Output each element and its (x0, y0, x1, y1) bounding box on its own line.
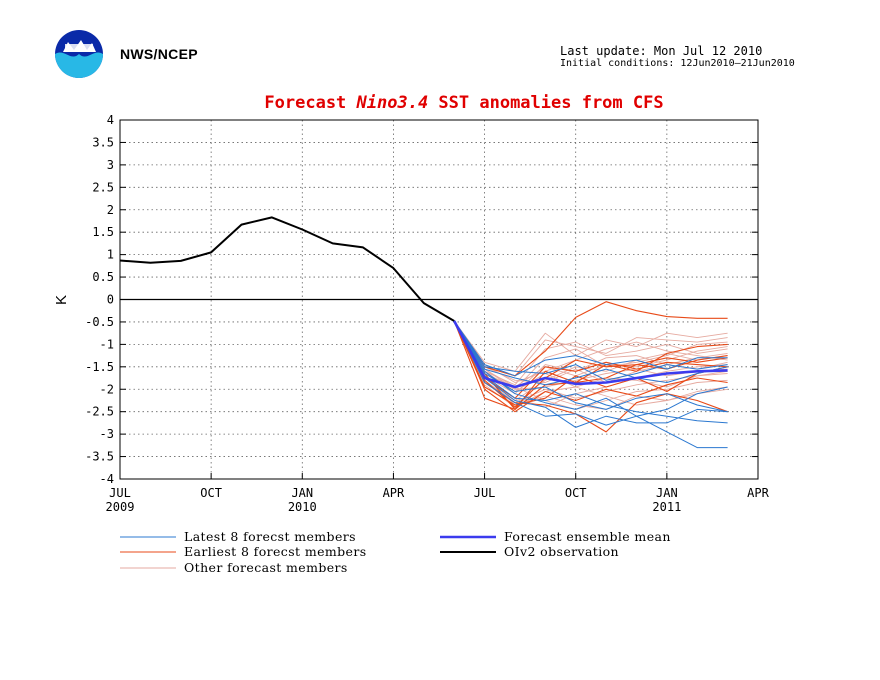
agency-label: NWS/NCEP (120, 46, 198, 62)
latest-members (453, 320, 728, 449)
earliest-member-line (453, 320, 728, 410)
y-tick-label: -2.5 (85, 405, 114, 419)
latest-member-line (453, 320, 728, 386)
x-tick-label: OCT (200, 486, 222, 500)
other-members (453, 320, 728, 410)
other-member-line (453, 320, 728, 388)
x-tick-year: 2010 (288, 500, 317, 514)
earliest-member-line (453, 320, 728, 406)
y-tick-label: 1 (107, 248, 114, 262)
legend-label-latest: Latest 8 forecst members (184, 529, 356, 544)
x-tick-label: OCT (565, 486, 587, 500)
y-tick-label: -0.5 (85, 315, 114, 329)
y-tick-label: -4 (100, 472, 114, 486)
earliest-members (453, 301, 728, 433)
latest-member-line (453, 320, 728, 377)
y-tick-label: -3 (100, 427, 114, 441)
latest-member-line (453, 320, 728, 381)
x-tick-label: JAN (291, 486, 313, 500)
title-part-2: Nino3.4 (356, 93, 429, 113)
y-tick-label: -3.5 (85, 450, 114, 464)
noaa-logo (55, 30, 103, 78)
y-tick-label: 2 (107, 203, 114, 217)
legend-label-earliest: Earliest 8 forecst members (184, 544, 367, 559)
x-tick-label: JUL (474, 486, 496, 500)
legend-label-other: Other forecast members (184, 560, 348, 575)
chart-title: Forecast Nino3.4 SST anomalies from CFS (264, 93, 663, 113)
x-tick-label: APR (747, 486, 769, 500)
y-tick-label: -1.5 (85, 360, 114, 374)
last-update-text: Last update: Mon Jul 12 2010 (560, 44, 763, 58)
y-tick-label: 1.5 (92, 225, 114, 239)
latest-member-line (453, 320, 728, 428)
y-tick-label: 3 (107, 158, 114, 172)
y-tick-label: -2 (100, 382, 114, 396)
y-tick-label: 4 (107, 113, 114, 127)
earliest-member-line (453, 320, 728, 413)
plot-frame (119, 119, 759, 480)
earliest-member-line (453, 301, 728, 377)
legend-label-obs: OIv2 observation (504, 544, 619, 559)
ensemble-mean-series (453, 320, 728, 389)
axis-labels: 4 3.5 3 2.5 2 1.5 1 0.5 0 -0.5 -1 -1.5 -2 -2.5 -3 -3.5 -… (85, 113, 770, 514)
initial-conditions-text: Initial conditions: 12Jun2010–21Jun2010 (560, 58, 795, 69)
latest-member-line (453, 320, 728, 449)
y-tick-label: 0.5 (92, 270, 114, 284)
legend-label-mean: Forecast ensemble mean (504, 529, 671, 544)
y-axis-label: K (53, 295, 70, 305)
other-member-line (453, 320, 728, 372)
title-part-1: Forecast (264, 93, 356, 113)
x-tick-year: 2011 (652, 500, 681, 514)
title-part-3: SST anomalies from CFS (428, 93, 663, 113)
x-tick-label: JUL (109, 486, 131, 500)
y-tick-label: 0 (107, 293, 114, 307)
x-tick-year: 2009 (106, 500, 135, 514)
earliest-member-line (453, 320, 728, 408)
x-tick-label: JAN (656, 486, 678, 500)
y-tick-label: -1 (100, 337, 114, 351)
observation-line (119, 216, 455, 322)
y-tick-label: 2.5 (92, 180, 114, 194)
ensemble-mean-line (453, 320, 728, 389)
other-member-line (453, 320, 728, 395)
y-tick-label: 3.5 (92, 135, 114, 149)
x-tick-label: APR (383, 486, 405, 500)
other-member-line (453, 320, 728, 410)
grid (119, 119, 759, 480)
latest-member-line (453, 320, 728, 424)
observation-series (119, 216, 455, 322)
